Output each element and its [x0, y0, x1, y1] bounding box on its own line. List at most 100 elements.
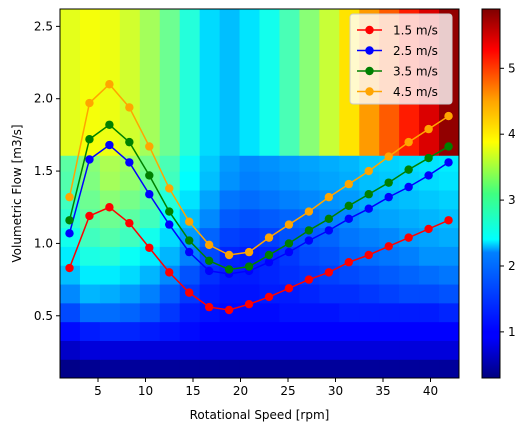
series-point [324, 226, 334, 235]
series-point [444, 142, 453, 151]
heatmap-cell [159, 9, 181, 156]
series-point [105, 140, 114, 150]
heatmap-cell [399, 246, 420, 266]
series-point [304, 236, 314, 245]
series-point [145, 171, 154, 180]
heatmap-cell [219, 283, 241, 304]
y-tick-label: 1.5 [34, 164, 53, 178]
heatmap-cell [199, 227, 221, 247]
heatmap-cell [79, 283, 101, 304]
series-point [65, 216, 74, 225]
heatmap-cell [439, 340, 459, 360]
heatmap-cell [399, 340, 420, 360]
series-point [264, 233, 274, 242]
legend-label: 3.5 m/s [393, 65, 438, 79]
heatmap-cell [199, 189, 221, 210]
heatmap-cell [279, 302, 300, 323]
heatmap-cell [359, 359, 380, 378]
heatmap-cell [379, 340, 400, 360]
series-point [85, 135, 94, 144]
heatmap-cell [239, 208, 261, 229]
heatmap-cell [179, 155, 201, 172]
heatmap-cell [99, 283, 121, 304]
heatmap-cell [439, 189, 459, 210]
heatmap-cell [239, 227, 261, 247]
heatmap-cell [99, 171, 121, 191]
heatmap-cell [179, 321, 201, 341]
heatmap-cell [319, 283, 340, 304]
series-point [125, 103, 134, 112]
heatmap-cell [399, 321, 420, 341]
series-point [384, 192, 393, 202]
legend-marker [365, 66, 374, 76]
colorbar-gradient [481, 8, 501, 379]
heatmap-cell [159, 321, 181, 341]
heatmap-cell [319, 302, 340, 323]
y-tick-label: 0.5 [34, 309, 53, 323]
heatmap-cell [279, 340, 300, 360]
series-point [264, 292, 274, 302]
heatmap-cell [199, 171, 221, 191]
heatmap-cell [239, 155, 261, 172]
series-point [324, 214, 334, 224]
heatmap-cell [159, 283, 181, 304]
series-point [264, 258, 274, 267]
series-point [244, 247, 254, 257]
heatmap-cell [299, 265, 320, 285]
heatmap-cell [239, 321, 261, 341]
heatmap-cell [239, 171, 261, 191]
heatmap-cell [259, 359, 281, 378]
y-tick-label: 2.0 [34, 92, 53, 106]
heatmap-cell [399, 208, 420, 229]
heatmap-cell [299, 9, 320, 156]
heatmap-cell [259, 265, 281, 285]
heatmap-cell [279, 189, 300, 210]
heatmap-cell [279, 155, 300, 172]
y-tick-label: 1.0 [34, 236, 53, 250]
series-layer [65, 80, 453, 315]
heatmap-cell [419, 321, 440, 341]
series-point [444, 158, 453, 167]
x-tick-label: 35 [375, 384, 390, 398]
series-point [404, 182, 413, 192]
series-point [125, 218, 134, 228]
heatmap-cell [139, 283, 161, 304]
series-point [264, 250, 274, 260]
colorbar-tick-label: 5 [508, 61, 516, 75]
series-point [105, 80, 114, 89]
heatmap-cell [299, 155, 320, 172]
heatmap-cell [359, 321, 380, 341]
heatmap-cell [439, 171, 459, 191]
heatmap-cell [199, 340, 221, 360]
heatmap-cell [259, 208, 281, 229]
heatmap-cell [79, 265, 101, 285]
heatmap-cell [79, 340, 101, 360]
x-tick-label: 20 [233, 384, 248, 398]
heatmap-cell [139, 9, 161, 156]
heatmap-cell [299, 321, 320, 341]
heatmap-cell [359, 265, 380, 285]
series-point [384, 152, 393, 161]
heatmap-cell [339, 321, 360, 341]
heatmap-cell [439, 227, 459, 247]
heatmap-cell [279, 9, 300, 156]
heatmap-cell [439, 246, 459, 266]
heatmap-cell [159, 302, 181, 323]
heatmap-cell [219, 171, 241, 191]
heatmap-cell [139, 359, 161, 378]
heatmap-cell [159, 246, 181, 266]
legend-box [349, 13, 453, 105]
x-tick-label: 5 [94, 384, 102, 398]
heatmap-cell [359, 227, 380, 247]
heatmap-cell [279, 227, 300, 247]
series-point [284, 284, 294, 293]
heatmap-cell [199, 9, 221, 156]
legend-marker [365, 87, 374, 96]
heatmap-cell [279, 359, 300, 378]
heatmap-cell [259, 155, 281, 172]
series-point [304, 226, 314, 235]
heatmap-cell [299, 246, 320, 266]
heatmap-cell [419, 208, 440, 229]
series-point [165, 207, 174, 216]
